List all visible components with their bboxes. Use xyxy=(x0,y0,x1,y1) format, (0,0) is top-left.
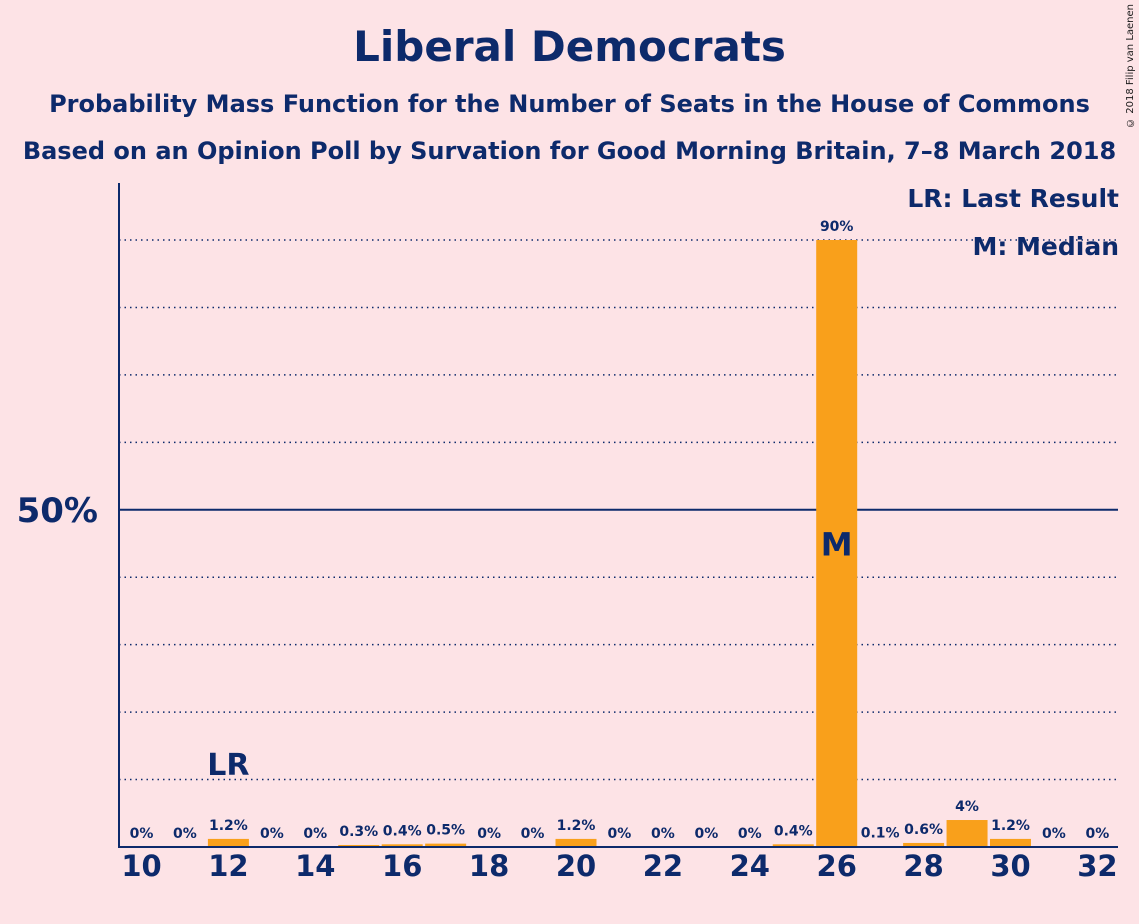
bar xyxy=(207,838,249,847)
chart-source: Based on an Opinion Poll by Survation fo… xyxy=(22,137,1117,165)
data-label: 0% xyxy=(173,826,197,842)
bar xyxy=(903,842,945,847)
x-tick-label: 12 xyxy=(208,849,248,883)
chart-title: Liberal Democrats xyxy=(353,22,786,71)
data-label: 4% xyxy=(955,799,979,815)
x-tick-label: 18 xyxy=(469,849,509,883)
x-tick-label: 26 xyxy=(817,849,857,883)
data-label: 0% xyxy=(521,826,545,842)
data-label: 0% xyxy=(130,826,154,842)
median-marker: M xyxy=(821,526,853,564)
data-label: 0% xyxy=(738,826,762,842)
data-label: 0.6% xyxy=(904,822,943,838)
bar xyxy=(772,844,814,847)
data-label: 0.3% xyxy=(339,824,378,840)
last-result-marker: LR xyxy=(207,748,249,783)
data-label: 0.1% xyxy=(861,825,900,841)
bar xyxy=(990,838,1031,847)
x-tick-label: 20 xyxy=(556,849,596,883)
data-label: 1.2% xyxy=(209,818,248,834)
x-tick-label: 16 xyxy=(382,849,422,883)
data-label: 0% xyxy=(260,826,284,842)
bar xyxy=(425,843,467,847)
data-label: 90% xyxy=(820,219,854,235)
x-tick-label: 10 xyxy=(121,849,161,883)
x-tick-label: 28 xyxy=(903,849,943,883)
x-tick-label: 22 xyxy=(643,849,683,883)
data-label: 0% xyxy=(651,826,675,842)
x-tick-label: 32 xyxy=(1077,849,1117,883)
bar xyxy=(555,838,597,847)
bar xyxy=(946,820,988,847)
bar xyxy=(816,240,858,847)
data-label: 0% xyxy=(608,826,632,842)
data-label: 1.2% xyxy=(557,818,596,834)
data-label: 1.2% xyxy=(991,818,1030,834)
x-tick-label: 30 xyxy=(990,849,1030,883)
data-label: 0% xyxy=(303,826,327,842)
y-tick-label: 50% xyxy=(17,491,98,531)
data-label: 0% xyxy=(477,826,501,842)
bar xyxy=(338,844,380,847)
x-tick-label: 14 xyxy=(295,849,335,883)
data-label: 0% xyxy=(1086,826,1110,842)
data-label: 0.5% xyxy=(426,823,465,839)
legend-median: M: Median xyxy=(972,232,1119,261)
data-label: 0% xyxy=(694,826,718,842)
legend-last-result: LR: Last Result xyxy=(907,184,1119,213)
chart-subtitle: Probability Mass Function for the Number… xyxy=(49,90,1090,118)
x-tick-label: 24 xyxy=(730,849,770,883)
data-label: 0.4% xyxy=(774,823,813,839)
bar xyxy=(381,844,423,847)
data-label: 0.4% xyxy=(383,823,422,839)
data-label: 0% xyxy=(1042,826,1066,842)
